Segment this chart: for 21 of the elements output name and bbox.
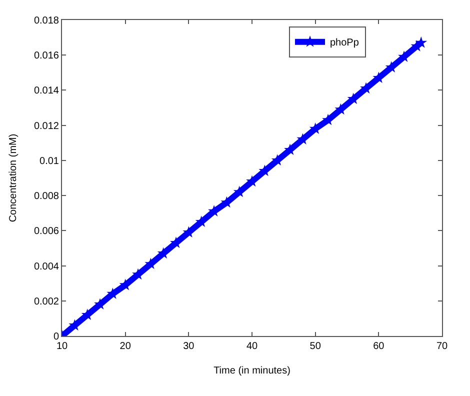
x-tick-label: 50 [310,341,322,352]
y-tick-label: 0 [53,332,60,342]
x-tick-label: 70 [436,341,448,352]
y-tick-label: 0.016 [34,50,60,62]
point [415,36,428,48]
y-axis-title: Concentration (mM) [8,134,19,222]
x-tick-label: 10 [56,341,68,352]
x-tick-label: 20 [120,341,132,352]
y-tick-label: 0.012 [34,120,60,132]
y-tick-label: 0.014 [34,86,60,97]
x-tick-label: 40 [246,341,258,352]
y-tick-label: 0.002 [34,296,60,308]
x-tick-label: 60 [373,341,385,352]
y-tick-label: 0.018 [34,16,60,26]
y-tick-label: 0.004 [34,261,60,272]
y-tick-label: 0.008 [34,191,60,202]
x-tick-label: 30 [183,341,195,352]
x-axis-title: Time (in minutes) [214,366,290,376]
y-tick-label: 0.01 [40,156,60,167]
legend-label: phoPp [330,38,360,49]
y-tick-label: 0.006 [34,226,60,238]
